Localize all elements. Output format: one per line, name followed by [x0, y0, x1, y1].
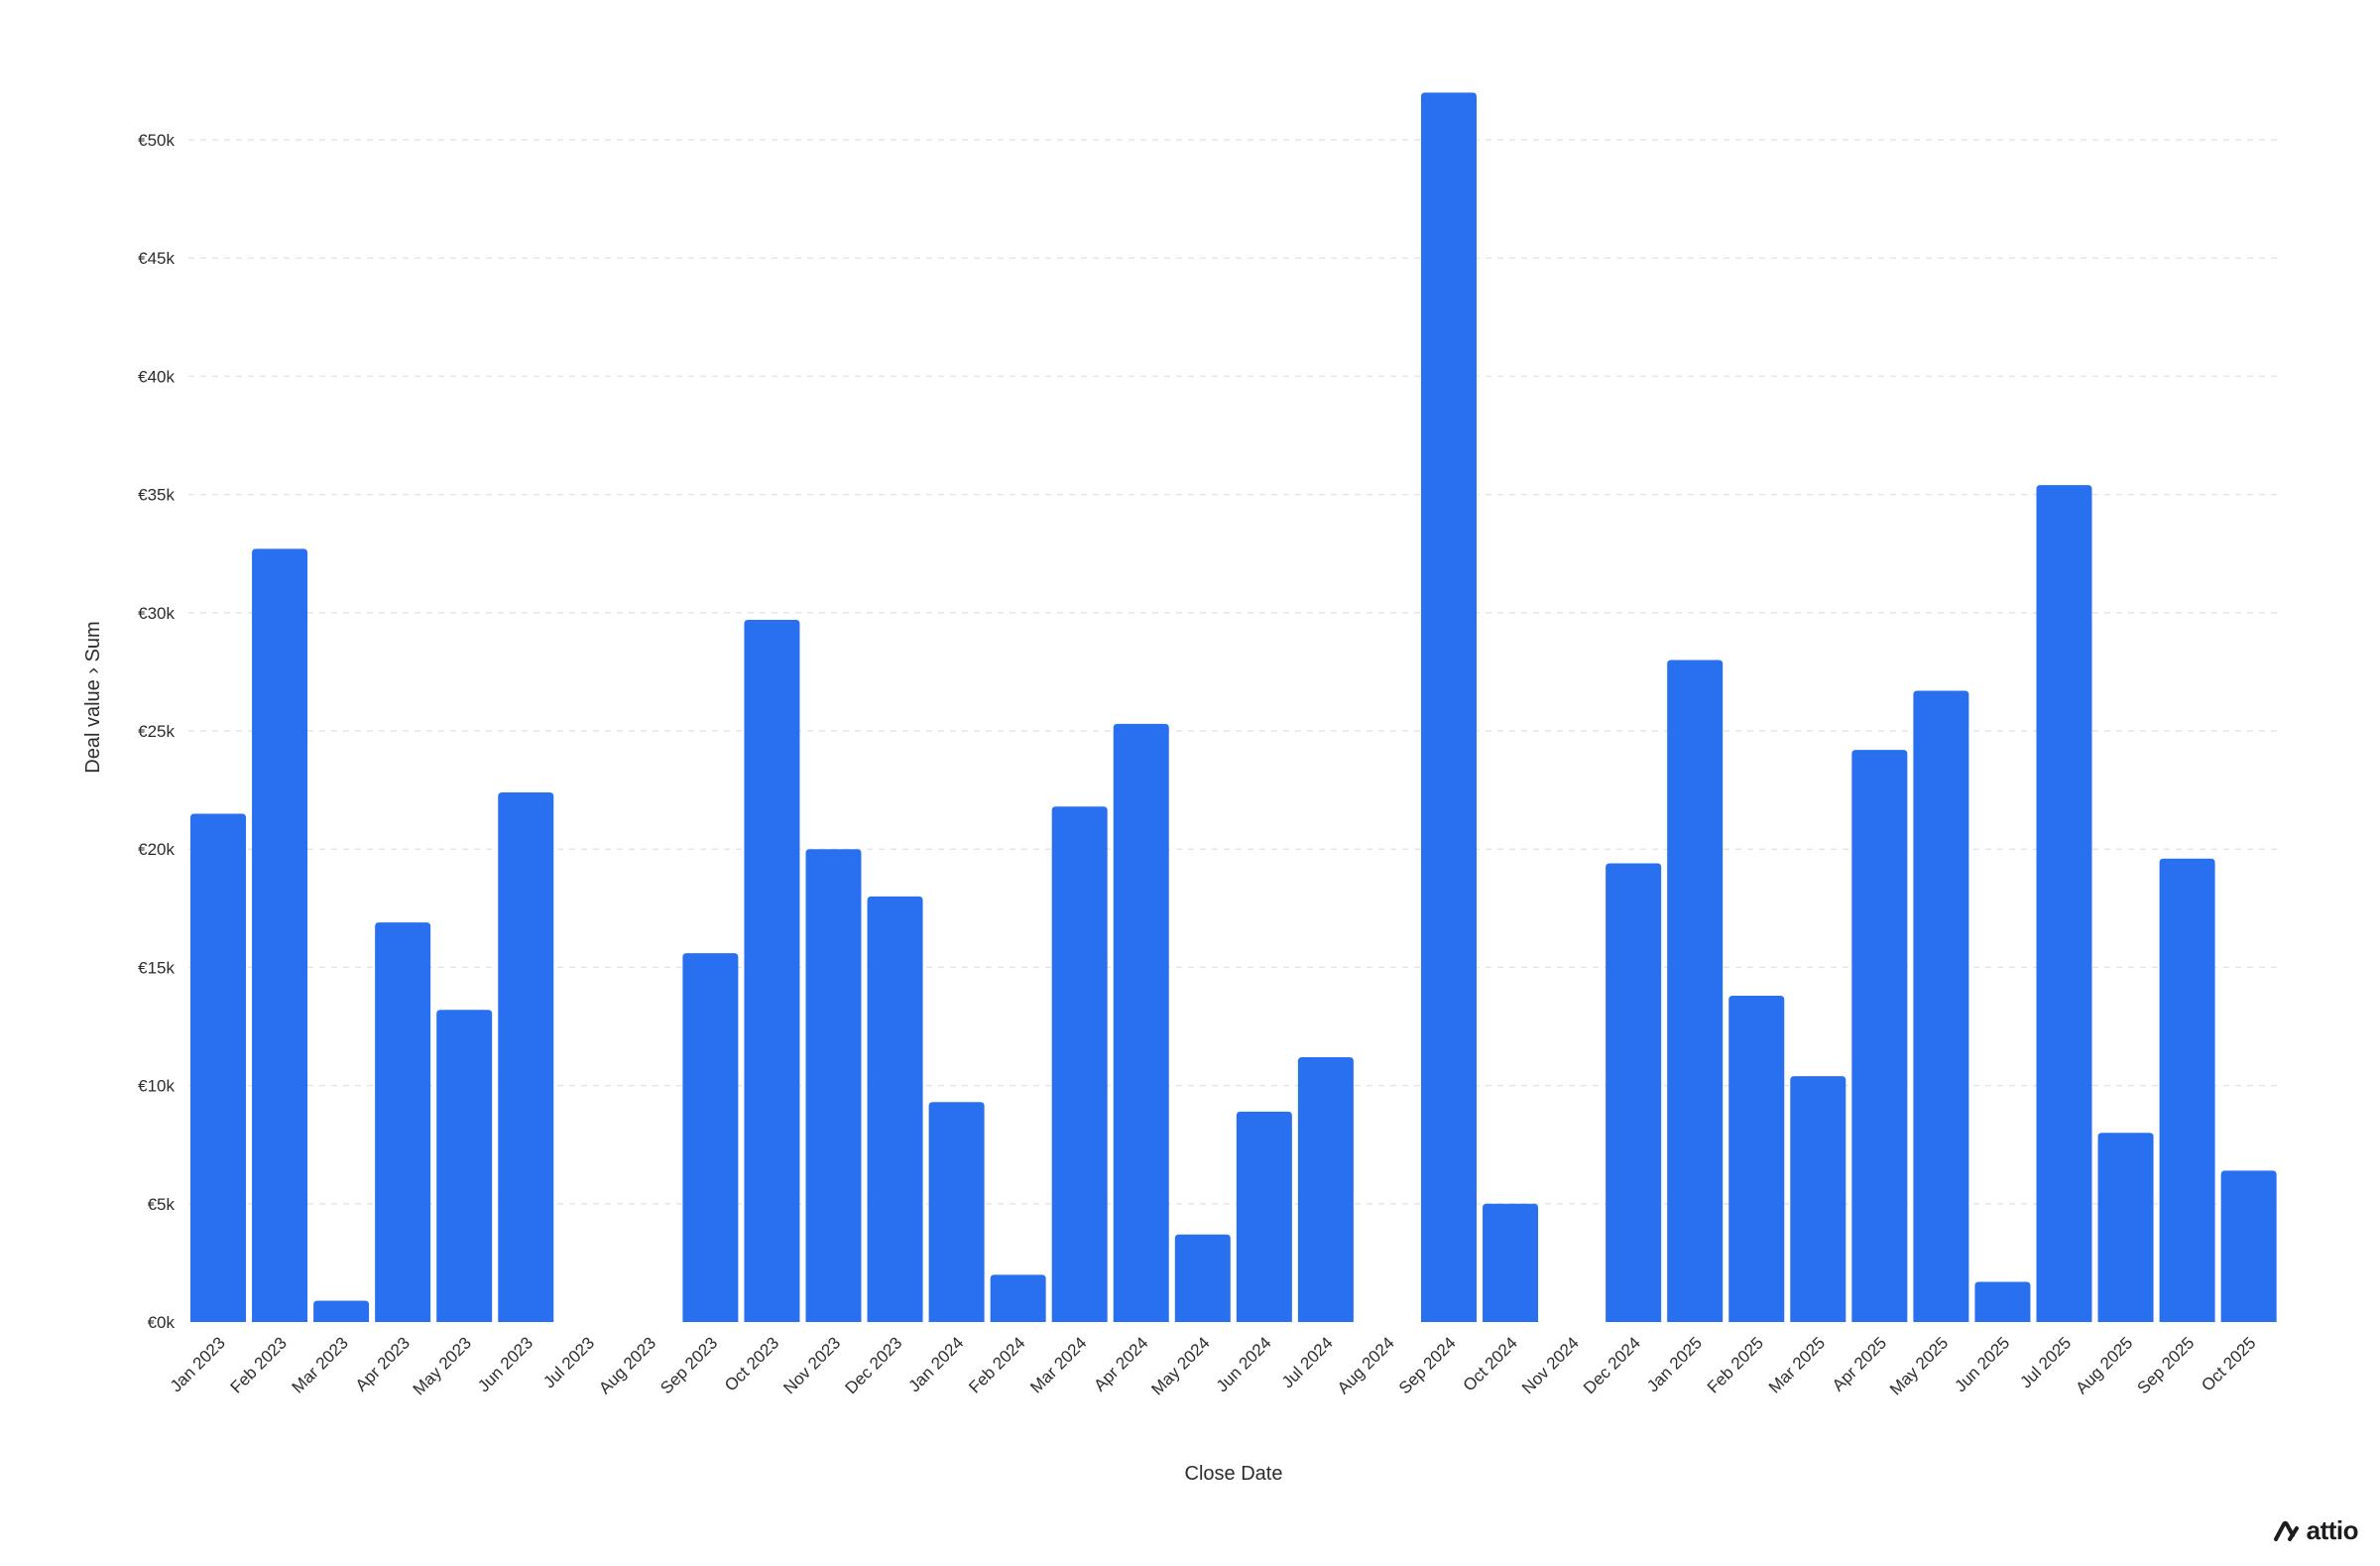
bar[interactable] — [1728, 996, 1785, 1322]
x-tick-label: Jan 2023 — [167, 1333, 229, 1395]
x-tick-label: Jan 2025 — [1643, 1333, 1706, 1395]
bar[interactable] — [1174, 1234, 1231, 1322]
x-tick-label: Dec 2023 — [841, 1333, 905, 1397]
bar[interactable] — [2036, 485, 2092, 1323]
x-tick-label: Aug 2025 — [2072, 1333, 2136, 1397]
x-tick-label: Sep 2025 — [2134, 1333, 2199, 1397]
bar[interactable] — [1851, 750, 1908, 1322]
y-tick-label: €35k — [138, 486, 175, 505]
x-tick-label: Aug 2024 — [1334, 1333, 1398, 1397]
x-tick-label: Oct 2025 — [2198, 1333, 2259, 1394]
x-tick-label: Aug 2023 — [595, 1333, 659, 1397]
attio-logo-icon — [2273, 1520, 2299, 1541]
x-tick-label: Feb 2025 — [1704, 1333, 1767, 1396]
bar[interactable] — [867, 896, 923, 1322]
x-tick-label: Apr 2025 — [1829, 1333, 1890, 1394]
x-tick-label: May 2025 — [1886, 1333, 1952, 1398]
bar[interactable] — [1974, 1281, 2031, 1322]
x-tick-label: Apr 2024 — [1090, 1333, 1151, 1394]
x-tick-label: Oct 2024 — [1460, 1333, 1521, 1394]
x-tick-label: Oct 2023 — [721, 1333, 782, 1394]
x-tick-label: Apr 2023 — [352, 1333, 414, 1394]
y-tick-label: €50k — [138, 131, 175, 150]
bar[interactable] — [928, 1102, 985, 1322]
y-axis-tick-labels: €0k €5k €10k €15k €20k €25k €30k €35k €40k €45k €5… — [138, 131, 175, 1332]
x-tick-label: Jul 2024 — [1278, 1333, 1337, 1391]
bar[interactable] — [1297, 1056, 1354, 1322]
bar[interactable] — [682, 953, 739, 1322]
y-axis-title: Deal value › Sum — [82, 621, 104, 773]
bar[interactable] — [436, 1010, 493, 1322]
bar[interactable] — [744, 619, 800, 1322]
y-tick-label: €40k — [138, 367, 175, 386]
y-tick-label: €0k — [148, 1313, 176, 1332]
x-tick-label: Sep 2023 — [656, 1333, 721, 1397]
y-tick-label: €10k — [138, 1077, 175, 1096]
bar[interactable] — [1913, 690, 1969, 1322]
y-tick-label: €25k — [138, 722, 175, 741]
y-tick-label: €5k — [148, 1195, 176, 1214]
bar[interactable] — [313, 1300, 370, 1322]
bar[interactable] — [1236, 1111, 1292, 1322]
x-tick-label: Dec 2024 — [1580, 1333, 1644, 1397]
x-tick-label: Mar 2023 — [289, 1333, 352, 1396]
bar[interactable] — [252, 548, 308, 1322]
bar[interactable] — [190, 813, 246, 1322]
x-tick-label: Jan 2024 — [905, 1333, 968, 1395]
bar[interactable] — [1113, 723, 1169, 1322]
bar[interactable] — [375, 922, 431, 1322]
bar[interactable] — [1667, 660, 1724, 1322]
bars — [190, 92, 2277, 1323]
bar[interactable] — [1790, 1076, 1846, 1322]
bar[interactable] — [1421, 92, 1477, 1323]
bar[interactable] — [498, 791, 554, 1322]
y-tick-label: €20k — [138, 840, 175, 859]
brand-logo: attio — [2273, 1515, 2359, 1546]
bar[interactable] — [2220, 1170, 2277, 1322]
x-tick-label: Jun 2024 — [1213, 1333, 1275, 1395]
x-tick-label: Mar 2025 — [1765, 1333, 1829, 1396]
x-tick-label: Feb 2023 — [227, 1333, 291, 1396]
x-tick-label: Jul 2023 — [539, 1333, 598, 1391]
x-tick-label: Jun 2025 — [1951, 1333, 2013, 1395]
y-tick-label: €30k — [138, 604, 175, 623]
x-tick-label: Feb 2024 — [965, 1333, 1028, 1396]
x-tick-label: Jun 2023 — [474, 1333, 536, 1395]
bar[interactable] — [805, 849, 862, 1322]
x-tick-label: Sep 2024 — [1395, 1333, 1460, 1397]
x-tick-label: Jul 2025 — [2016, 1333, 2075, 1391]
y-tick-label: €45k — [138, 249, 175, 268]
x-tick-label: Nov 2023 — [779, 1333, 844, 1397]
x-tick-label: Mar 2024 — [1026, 1333, 1090, 1396]
bar[interactable] — [1606, 863, 1662, 1322]
bar[interactable] — [1483, 1203, 1539, 1322]
brand-name: attio — [2306, 1515, 2359, 1545]
bar[interactable] — [2159, 858, 2215, 1322]
x-axis-title: Close Date — [1185, 1463, 1283, 1485]
x-tick-label: May 2024 — [1147, 1333, 1213, 1398]
x-tick-label: May 2023 — [410, 1333, 475, 1398]
x-tick-label: Nov 2024 — [1518, 1333, 1583, 1397]
bar[interactable] — [1051, 806, 1108, 1322]
bar[interactable] — [990, 1274, 1046, 1322]
bar[interactable] — [2097, 1133, 2154, 1322]
y-tick-label: €15k — [138, 958, 175, 977]
